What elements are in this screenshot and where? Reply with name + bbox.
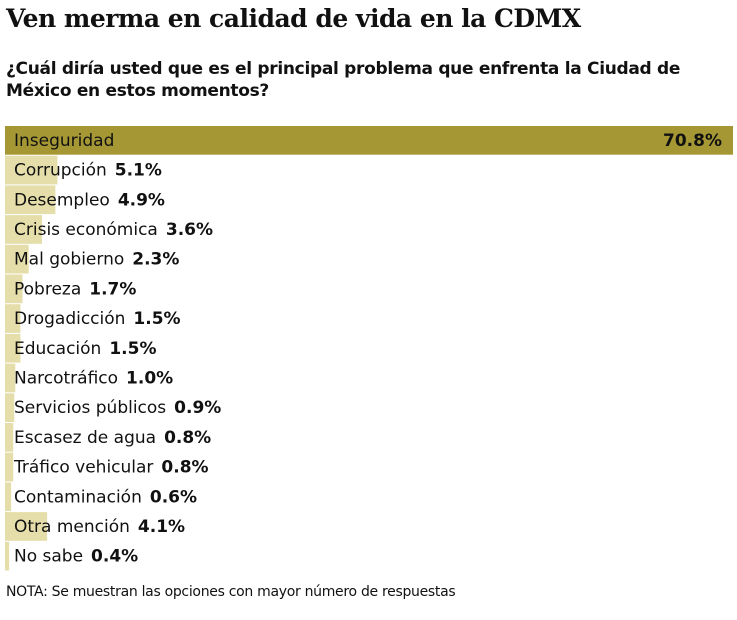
- value-label: 5.1%: [115, 161, 162, 181]
- category-label: Crisis económica: [14, 220, 158, 240]
- value-label: 2.3%: [132, 250, 179, 270]
- bar: [5, 393, 15, 422]
- category-label: Desempleo: [14, 190, 110, 210]
- bar: [5, 482, 12, 512]
- value-label: 0.6%: [150, 487, 197, 507]
- category-label: Inseguridad: [14, 131, 114, 151]
- category-label: Mal gobierno: [14, 250, 124, 270]
- value-label: 70.8%: [663, 131, 722, 151]
- value-label: 4.1%: [138, 517, 185, 537]
- bar: [5, 244, 29, 274]
- category-label: Contaminación: [14, 487, 142, 507]
- category-label: Escasez de agua: [14, 428, 156, 448]
- category-label: Pobreza: [14, 279, 81, 299]
- bar: [5, 274, 23, 304]
- value-label: 3.6%: [166, 220, 213, 240]
- value-label: 0.9%: [174, 398, 221, 418]
- bar: [5, 126, 733, 155]
- bar: [5, 452, 14, 482]
- value-label: 1.5%: [133, 309, 180, 329]
- category-label: Otra mención: [14, 517, 130, 537]
- value-label: 1.5%: [109, 339, 156, 359]
- category-label: Tráfico vehicular: [13, 458, 153, 478]
- value-label: 1.0%: [126, 368, 173, 388]
- bar: [5, 333, 21, 363]
- chart-title: Ven merma en calidad de vida en la CDMX: [6, 4, 581, 33]
- bar: [5, 423, 14, 452]
- category-label: Educación: [14, 339, 101, 359]
- chart-subtitle: ¿Cuál diría usted que es el principal pr…: [6, 59, 681, 101]
- note: NOTA: Se muestran las opciones con mayor…: [6, 584, 456, 600]
- chart: Inseguridad 70.8% Corrupción 5.1%Desempleo 4…: [5, 126, 733, 571]
- category-label: Servicios públicos: [14, 398, 166, 418]
- value-label: 4.9%: [118, 190, 165, 210]
- value-label: 0.4%: [91, 547, 138, 567]
- category-label: Corrupción: [14, 161, 107, 181]
- bar: [5, 512, 48, 541]
- bar: [5, 363, 16, 393]
- category-label: Drogadicción: [14, 309, 125, 329]
- category-label: No sabe: [14, 547, 83, 567]
- value-label: 0.8%: [164, 428, 211, 448]
- bar: [5, 541, 10, 571]
- category-label: Narcotráfico: [14, 368, 118, 388]
- bar: [5, 215, 43, 244]
- bar: [5, 304, 21, 333]
- bar: [5, 185, 56, 215]
- value-label: 0.8%: [161, 458, 208, 478]
- bar: [5, 155, 58, 185]
- value-label: 1.7%: [89, 279, 136, 299]
